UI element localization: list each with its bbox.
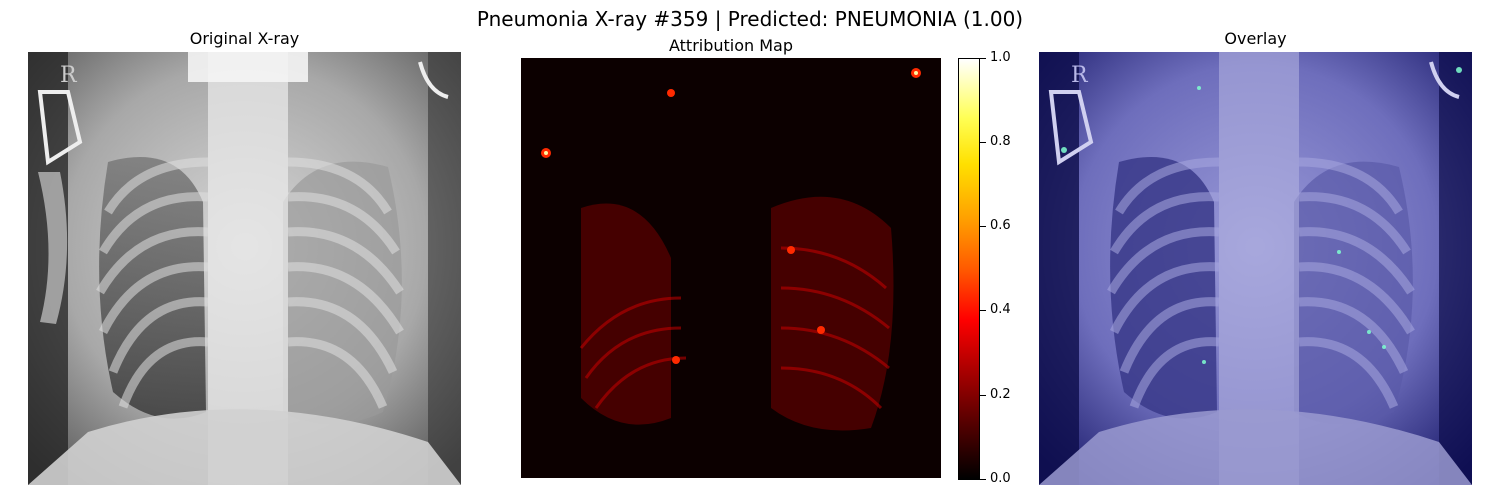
colorbar-tick-label: 0.0 xyxy=(990,472,1011,486)
colorbar-tick xyxy=(980,310,986,311)
colorbar-tick xyxy=(980,226,986,227)
colorbar-tick-label: 0.8 xyxy=(990,135,1011,149)
colorbar-tick xyxy=(980,142,986,143)
colorbar-tick xyxy=(980,58,986,59)
colorbar-tick-label: 0.4 xyxy=(990,303,1011,317)
original-xray-image: R xyxy=(28,52,461,485)
panel-title-attribution: Attribution Map xyxy=(521,36,941,56)
colorbar-tick-label: 1.0 xyxy=(990,51,1011,65)
panel-title-overlay: Overlay xyxy=(1039,29,1472,49)
svg-text:R: R xyxy=(60,63,78,88)
panel-title-original: Original X-ray xyxy=(28,29,461,49)
colorbar-tick-label: 0.2 xyxy=(990,388,1011,402)
svg-text:R: R xyxy=(1071,63,1089,88)
attribution-map-image xyxy=(521,58,941,478)
colorbar-tick xyxy=(980,395,986,396)
colorbar-tick xyxy=(980,479,986,480)
overlay-image: R xyxy=(1039,52,1472,485)
colorbar xyxy=(958,58,980,480)
colorbar-tick-label: 0.6 xyxy=(990,219,1011,233)
